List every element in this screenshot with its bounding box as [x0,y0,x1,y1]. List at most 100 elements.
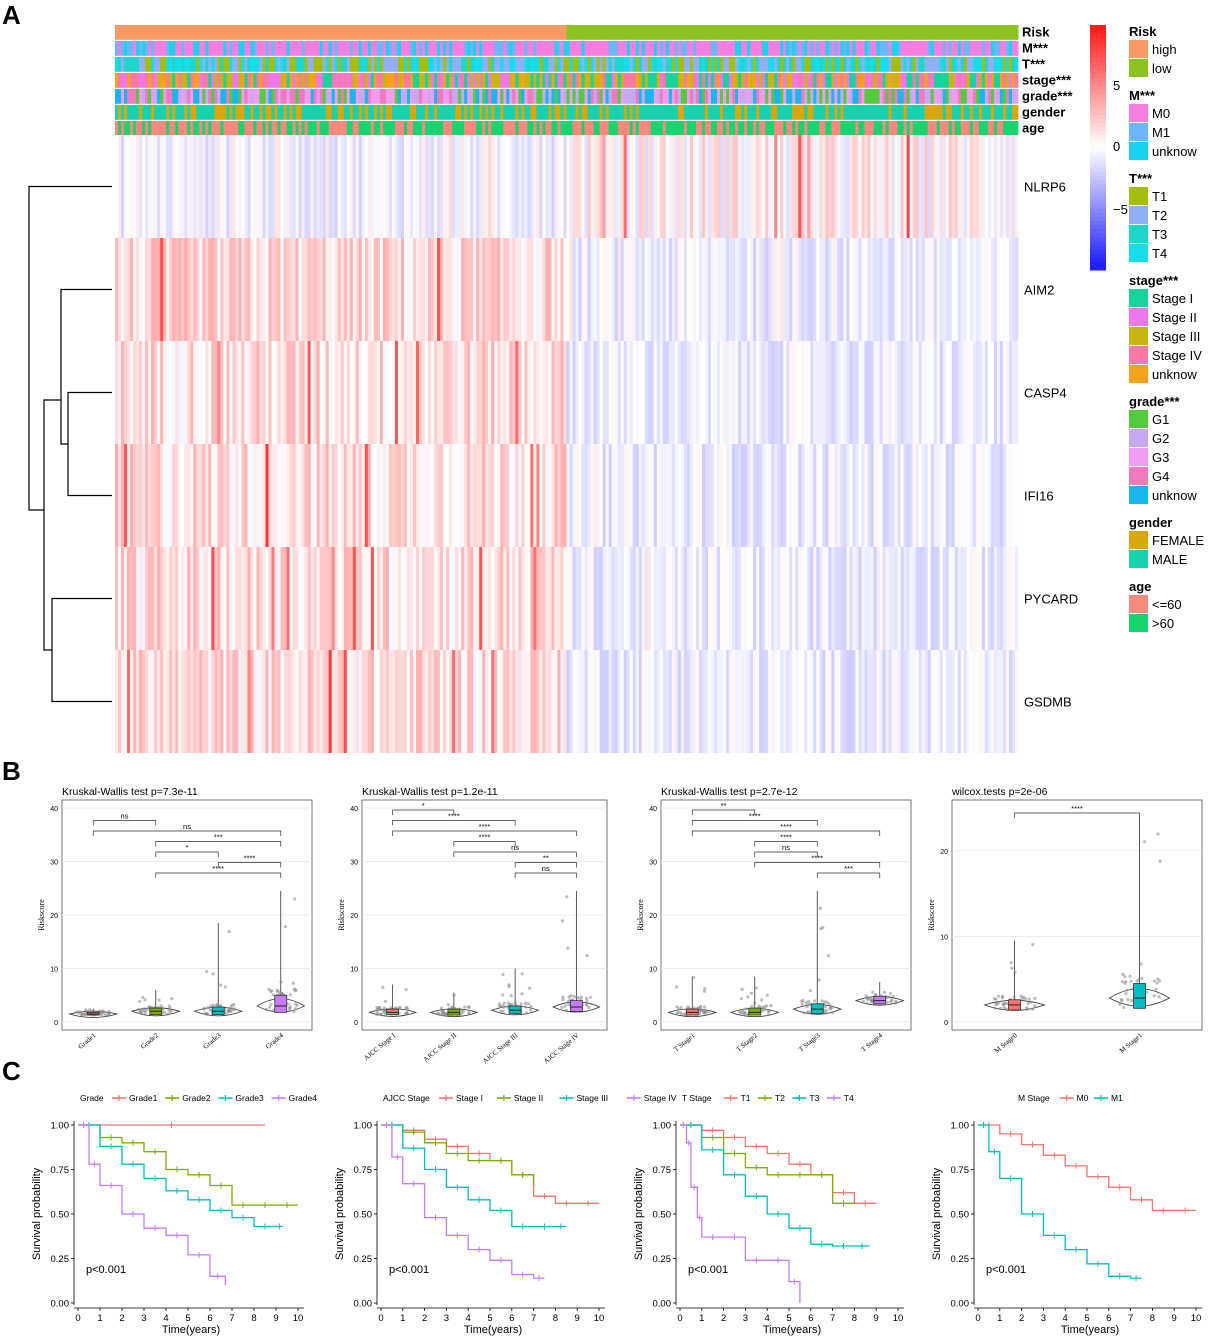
jitter-point [813,999,817,1003]
jitter-point [170,997,174,1001]
significance-bracket [514,872,577,878]
jitter-point [760,998,764,1002]
jitter-point [1025,1007,1029,1011]
x-tick-label: 5 [487,1313,492,1324]
jitter-point [830,1005,834,1010]
jitter-point [565,895,569,899]
dendrogram-branch [28,185,112,511]
jitter-point [294,988,298,992]
y-axis-label: Survival probability [31,1167,43,1260]
km-panel: 0.00 0.25 0.50 0.75 1.00 0 1 2 3 4 5 6 7 8 9 10 Time(yea… [31,1093,317,1336]
heatmap-row [115,238,1019,341]
x-tick-label: 3 [141,1313,146,1324]
jitter-point [145,1007,149,1011]
significance-label: **** [212,864,224,873]
x-tick-label: 0 [75,1313,80,1324]
plot-title: Kruskal-Wallis test p=2.7e-12 [661,786,798,798]
violin-shape [256,998,306,1013]
jitter-point [1156,832,1160,836]
jitter-point [743,1011,747,1015]
legend-swatch [1129,59,1148,77]
jitter-point [800,1002,804,1006]
jitter-point [513,1001,517,1005]
x-tick-label: 1 [97,1313,102,1324]
y-tick-label: 0.25 [354,1254,373,1265]
jitter-point [529,1008,533,1012]
significance-bracket [754,841,818,847]
legend-item-label: FEMALE [1152,533,1204,548]
jitter-point [436,1011,440,1015]
x-tick-label: AJCC Stage I [362,1031,397,1062]
jitter-point [227,1009,231,1014]
x-tick-label: 7 [1128,1313,1133,1324]
jitter-point [209,1004,213,1008]
jitter-point [439,1006,443,1010]
jitter-point [138,999,142,1004]
y-tick-label: 0.25 [951,1254,970,1265]
legend-item-label: Stage I [456,1093,483,1103]
jitter-point [821,925,825,930]
jitter-point [147,1005,151,1009]
significance-label: **** [780,822,792,831]
jitter-point [519,1002,523,1006]
jitter-point [1157,995,1161,999]
p-value-label: p<0.001 [688,1264,728,1276]
jitter-point [1122,1005,1126,1010]
jitter-point [588,995,593,999]
dendrogram-branch [51,597,112,703]
jitter-point [808,1002,812,1006]
gene-label: AIM2 [1024,283,1054,298]
annotation-row [115,89,1019,104]
box [508,1005,522,1014]
jitter-point [675,1005,679,1009]
dendrogram-branch [43,399,61,651]
jitter-point [699,1005,703,1010]
y-tick-label: 0.50 [653,1210,672,1221]
gene-label: PYCARD [1024,592,1078,607]
legend-item-label: Stage II [514,1093,543,1103]
scale-tick-label: 5 [1113,78,1120,93]
jitter-point [523,1001,528,1006]
significance-label: *** [214,833,223,842]
jitter-point [501,993,505,997]
boxplot-panel: Kruskal-Wallis test p=7.3e-11 0 10 20 30 40 Ri… [37,786,313,1051]
y-tick-label: 0.75 [653,1165,672,1176]
jitter-point [232,1002,236,1007]
survival-curve [78,1124,227,1286]
legend-title: age [1129,579,1151,594]
jitter-point [870,998,874,1002]
x-tick-label: 7 [531,1313,536,1324]
jitter-point [143,998,147,1002]
jitter-point [864,994,868,998]
jitter-point [579,995,584,999]
jitter-point [1126,998,1130,1002]
y-axis-label: Riskscore [636,899,645,931]
legend-swatch [1129,123,1148,141]
legend-item-label: M1 [1111,1093,1123,1103]
jitter-point [501,972,505,977]
jitter-point [888,991,893,995]
legend-title: AJCC Stage [383,1093,430,1103]
x-tick-label: 6 [1106,1313,1111,1324]
jitter-point [823,1005,828,1009]
annotation-tracks [115,25,1019,136]
jitter-point [467,1005,471,1010]
significance-label: ns [183,822,191,831]
survival-curve [680,1124,870,1247]
jitter-point [379,1012,384,1016]
jitter-point [157,998,161,1002]
y-tick-label: 30 [649,860,657,867]
x-tick-label: 7 [830,1313,835,1324]
significance-label: *** [844,864,853,873]
violin-shape [983,999,1046,1011]
significance-bracket [754,851,818,857]
jitter-point [865,1001,869,1005]
jitter-point [1020,997,1024,1001]
jitter-point [1125,988,1129,992]
x-tick-label: T Stage3 [797,1031,822,1053]
heatmap-legend: Risk high low M*** M0 M1 unknow T*** T1 T2 T3 T4 sta… [1129,24,1204,632]
jitter-point [753,1001,757,1006]
box [1133,983,1146,1009]
jitter-point [381,985,385,990]
jitter-point [676,1010,680,1015]
